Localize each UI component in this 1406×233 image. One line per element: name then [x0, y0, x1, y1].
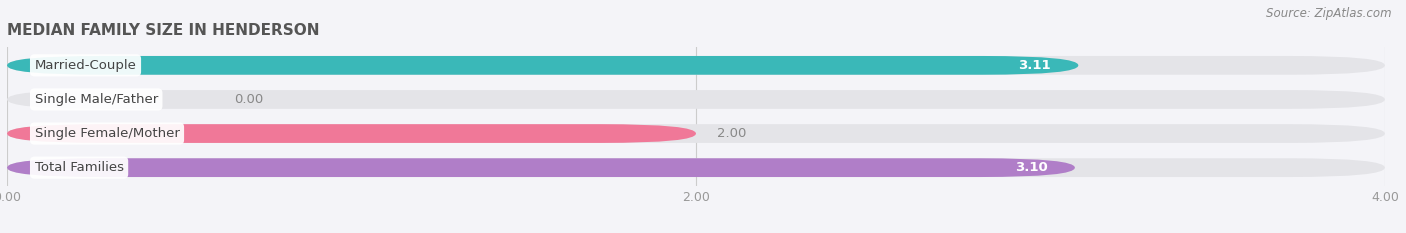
Text: 3.10: 3.10 [1015, 161, 1047, 174]
Text: Single Male/Father: Single Male/Father [35, 93, 157, 106]
FancyBboxPatch shape [7, 124, 696, 143]
Text: Single Female/Mother: Single Female/Mother [35, 127, 180, 140]
FancyBboxPatch shape [7, 90, 1385, 109]
Text: 2.00: 2.00 [717, 127, 747, 140]
FancyBboxPatch shape [7, 56, 1385, 75]
Text: 3.11: 3.11 [1018, 59, 1050, 72]
FancyBboxPatch shape [7, 124, 1385, 143]
FancyBboxPatch shape [7, 158, 1076, 177]
Text: Married-Couple: Married-Couple [35, 59, 136, 72]
Text: Total Families: Total Families [35, 161, 124, 174]
Text: MEDIAN FAMILY SIZE IN HENDERSON: MEDIAN FAMILY SIZE IN HENDERSON [7, 24, 319, 38]
FancyBboxPatch shape [7, 56, 1078, 75]
Text: 0.00: 0.00 [235, 93, 264, 106]
Text: Source: ZipAtlas.com: Source: ZipAtlas.com [1267, 7, 1392, 20]
FancyBboxPatch shape [7, 158, 1385, 177]
